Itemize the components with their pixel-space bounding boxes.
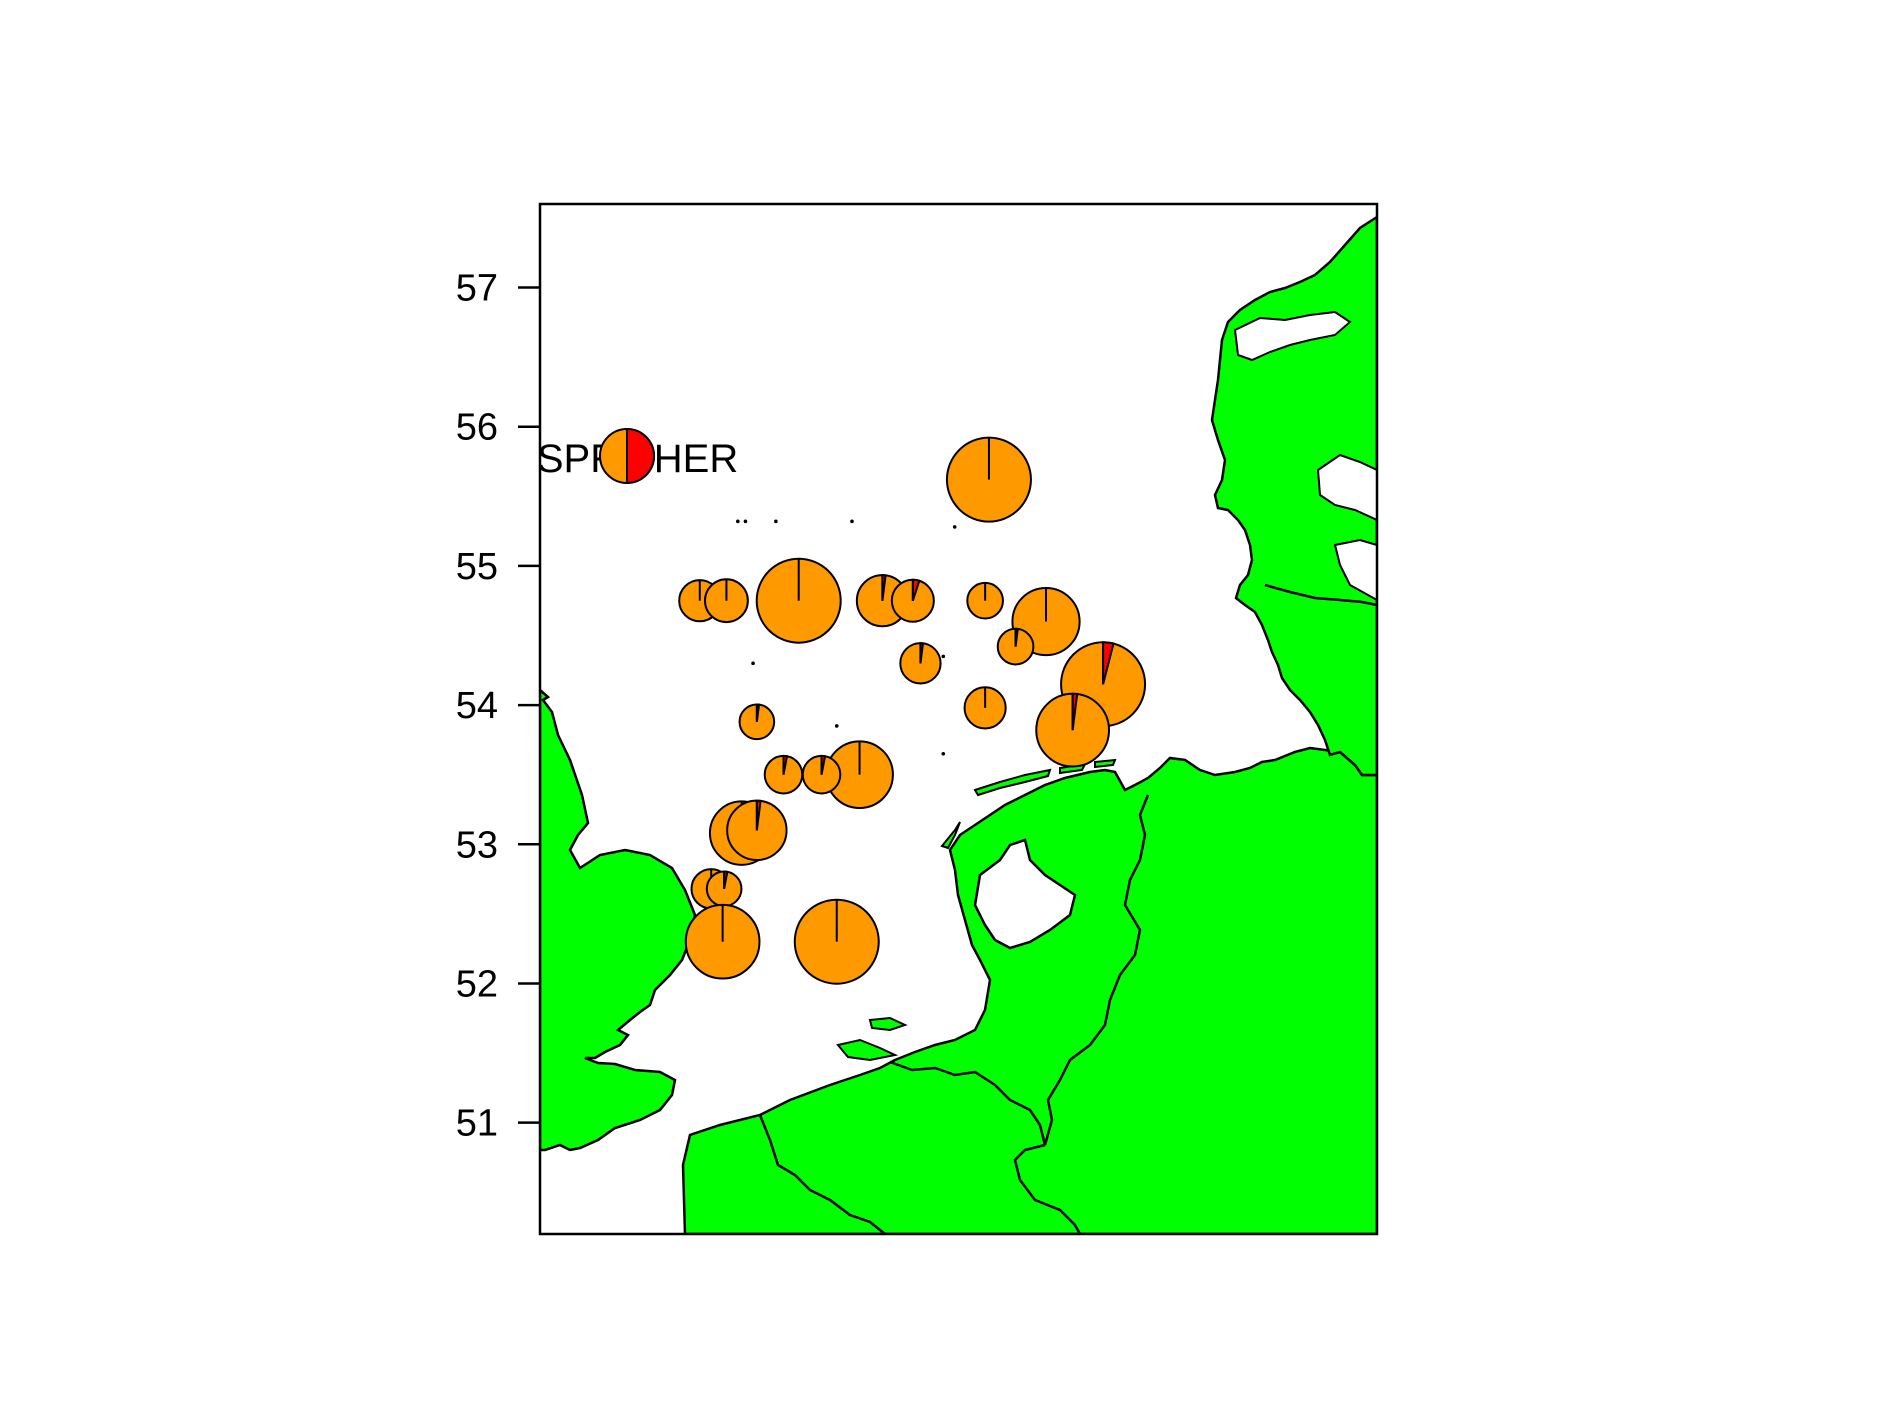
land-england — [540, 688, 697, 1152]
y-tick-label: 51 — [456, 1103, 498, 1145]
zero-catch-dot — [941, 654, 946, 659]
y-tick-label: 55 — [456, 546, 498, 588]
zero-catch-dot — [751, 661, 755, 666]
y-axis: 51 52 53 54 55 56 57 — [456, 268, 540, 1145]
zero-catch-dot — [774, 519, 778, 524]
zero-catch-dot — [834, 724, 839, 728]
legend-pie-chart — [599, 427, 655, 485]
y-tick-label: 56 — [456, 407, 498, 449]
border-netherlands-germany — [1043, 794, 1150, 1146]
catch-pie — [1035, 692, 1111, 768]
y-tick-label: 53 — [456, 824, 498, 866]
catch-pie — [705, 870, 743, 908]
zero-catch-dot — [743, 519, 748, 524]
border-belgium-germany — [1013, 1143, 1082, 1234]
catch-pie — [738, 703, 776, 741]
water-danish-fjords — [1316, 453, 1377, 602]
pies-layer — [678, 436, 1147, 985]
catch-pie — [963, 686, 1007, 730]
y-tick-label: 57 — [456, 268, 498, 310]
dots-layer — [736, 519, 957, 756]
y-tick-label: 54 — [456, 685, 498, 727]
plot-frame — [538, 202, 1379, 1236]
legend-label-her: HER — [654, 437, 738, 481]
water-ijsselmeer — [973, 838, 1077, 950]
water-limfjord — [1233, 310, 1352, 362]
border-germany-denmark — [1264, 583, 1377, 607]
zero-catch-dot — [952, 525, 957, 529]
y-tick-label: 52 — [456, 963, 498, 1005]
catch-pie — [966, 581, 1004, 620]
land-zeeland-islands — [836, 1016, 908, 1062]
zero-catch-dot — [850, 519, 854, 524]
legend: SPR HER — [537, 427, 738, 485]
catch-pie — [996, 627, 1035, 666]
land-layer — [540, 215, 1377, 1234]
zero-catch-dot — [941, 751, 946, 756]
catch-pie — [704, 578, 749, 624]
border-belgium-netherlands — [889, 1060, 1047, 1146]
catch-pie — [684, 903, 761, 980]
border-france-belgium — [758, 1114, 886, 1234]
catch-pie — [899, 642, 942, 685]
catch-pie — [793, 898, 880, 985]
catch-pie — [801, 754, 842, 795]
land-frisian-islands — [940, 758, 1117, 850]
catch-pie — [755, 557, 842, 644]
catch-pie — [890, 578, 935, 623]
catch-pie — [726, 799, 788, 862]
zero-catch-dot — [736, 519, 740, 524]
legend-pie — [599, 427, 655, 485]
catch-pie — [763, 754, 804, 795]
catch-pie — [945, 436, 1032, 523]
